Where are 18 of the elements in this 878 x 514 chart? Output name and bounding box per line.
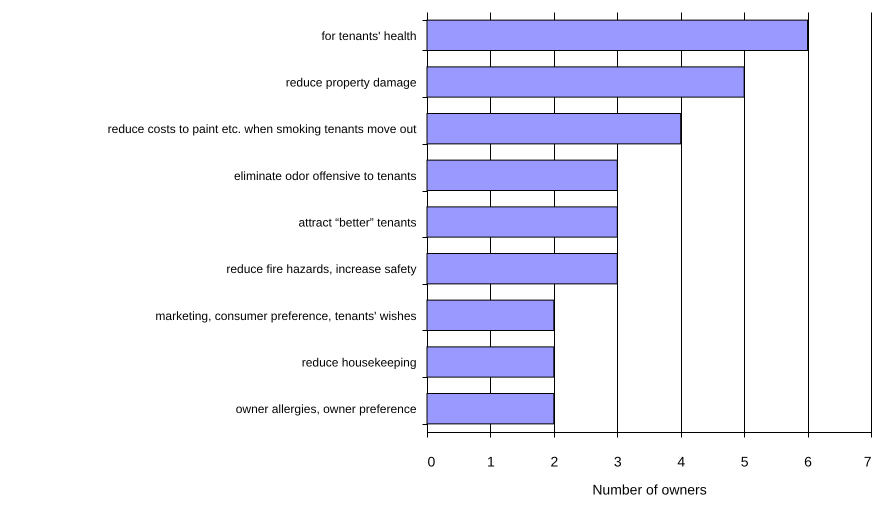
- y-tick-label: for tenants' health: [321, 28, 416, 43]
- x-tick-label: 3: [614, 454, 622, 470]
- y-tick-label: owner allergies, owner preference: [236, 402, 417, 416]
- x-tick-label: 2: [550, 454, 558, 470]
- x-tick-label: 7: [864, 454, 872, 470]
- y-tick-label: eliminate odor offensive to tenants: [234, 168, 416, 183]
- y-tick-label: attract “better” tenants: [298, 216, 416, 230]
- y-tick-label: reduce costs to paint etc. when smoking tenants move out: [108, 122, 418, 136]
- x-axis-title: Number of owners: [592, 482, 707, 498]
- x-tick-label: 0: [428, 454, 436, 470]
- y-tick-label: marketing, consumer preference, tenants' wishes: [155, 308, 416, 323]
- y-tick-label: reduce housekeeping: [302, 356, 416, 370]
- x-tick-label: 5: [740, 454, 749, 470]
- x-tick-label: 1: [487, 454, 496, 470]
- y-tick-label: reduce property damage: [286, 76, 417, 90]
- y-tick-label: reduce fire hazards, increase safety: [226, 262, 416, 276]
- x-tick-label: 4: [677, 454, 686, 470]
- x-tick-label: 6: [804, 454, 812, 470]
